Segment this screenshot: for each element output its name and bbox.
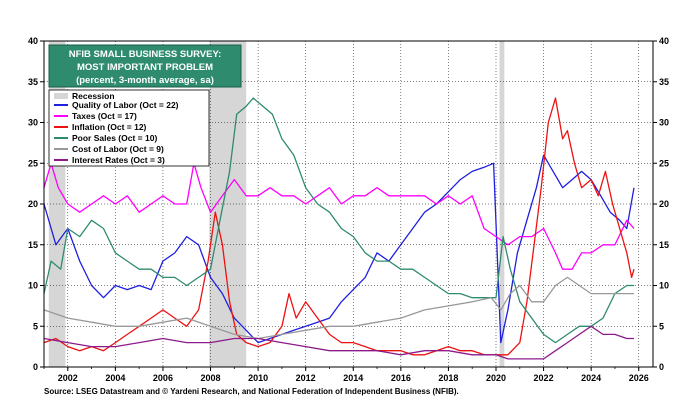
- left-y-axis: 0 5 10 15 20 25 30 35 40: [28, 36, 44, 372]
- x-tick-label: 2004: [105, 373, 125, 383]
- x-tick-label: 2018: [438, 373, 458, 383]
- x-tick-label: 2022: [534, 373, 554, 383]
- series-line-4: [43, 97, 634, 344]
- y-tick-label-left: 0: [33, 362, 38, 372]
- x-axis: 2002 2004 2006 2008 2010 2012 2014 2016 2018 2020…: [43, 367, 649, 383]
- y-tick-label-right: 15: [659, 240, 669, 250]
- legend-label-4: Poor Sales (Oct = 10): [72, 133, 157, 143]
- series-line-3: [43, 97, 635, 356]
- x-tick-label: 2014: [343, 373, 363, 383]
- x-tick-label: 2016: [391, 373, 411, 383]
- series-line-5: [43, 276, 634, 340]
- x-tick-label: 2026: [629, 373, 649, 383]
- y-tick-label-right: 25: [659, 158, 669, 168]
- series-line-2: [43, 162, 635, 270]
- y-tick-label-right: 30: [659, 118, 669, 128]
- legend: Recession Quality of Labor (Oct = 22)Tax…: [48, 89, 210, 167]
- chart-title-box: NFIB SMALL BUSINESS SURVEY: MOST IMPORTA…: [48, 44, 242, 88]
- legend-recession-swatch: [54, 93, 68, 99]
- x-tick-label: 2020: [486, 373, 506, 383]
- series-line-1: [43, 154, 635, 344]
- y-tick-label-right: 10: [659, 281, 669, 291]
- y-tick-label-left: 10: [28, 281, 38, 291]
- series-line-6: [43, 325, 634, 360]
- legend-label-5: Cost of Labor (Oct = 9): [72, 144, 164, 154]
- legend-label-1: Quality of Labor (Oct = 22): [72, 100, 179, 110]
- x-tick-label: 2012: [296, 373, 316, 383]
- right-y-axis: 0 5 10 15 20 25 30 35 40: [653, 36, 669, 372]
- x-tick-label: 2006: [153, 373, 173, 383]
- y-tick-label-left: 5: [33, 321, 38, 331]
- chart-title-line-2: MOST IMPORTANT PROBLEM: [77, 62, 213, 73]
- legend-recession-label: Recession: [72, 91, 115, 101]
- legend-label-6: Interest Rates (Oct = 3): [72, 155, 165, 165]
- x-tick-label: 2002: [58, 373, 78, 383]
- x-tick-label: 2010: [248, 373, 268, 383]
- y-tick-label-right: 0: [659, 362, 664, 372]
- series-lines: [43, 97, 635, 360]
- x-tick-label: 2008: [201, 373, 221, 383]
- recession-band-3: [499, 41, 505, 367]
- y-tick-label-left: 15: [28, 240, 38, 250]
- legend-label-3: Inflation (Oct = 12): [72, 122, 147, 132]
- chart-title-line-1: NFIB SMALL BUSINESS SURVEY:: [69, 49, 222, 60]
- y-tick-label-left: 40: [28, 36, 38, 46]
- y-tick-label-left: 25: [28, 158, 38, 168]
- y-tick-label-right: 40: [659, 36, 669, 46]
- y-tick-label-left: 35: [28, 77, 38, 87]
- y-tick-label-right: 5: [659, 321, 664, 331]
- y-tick-label-right: 35: [659, 77, 669, 87]
- x-tick-label: 2024: [581, 373, 601, 383]
- legend-label-2: Taxes (Oct = 17): [72, 111, 137, 121]
- y-tick-label-left: 20: [28, 199, 38, 209]
- y-tick-label-right: 20: [659, 199, 669, 209]
- legend-series-entries: Quality of Labor (Oct = 22)Taxes (Oct = …: [54, 100, 179, 165]
- source-note: Source: LSEG Datastream and © Yardeni Re…: [44, 387, 459, 396]
- chart-subtitle: (percent, 3-month average, sa): [76, 75, 214, 86]
- y-tick-label-left: 30: [28, 118, 38, 128]
